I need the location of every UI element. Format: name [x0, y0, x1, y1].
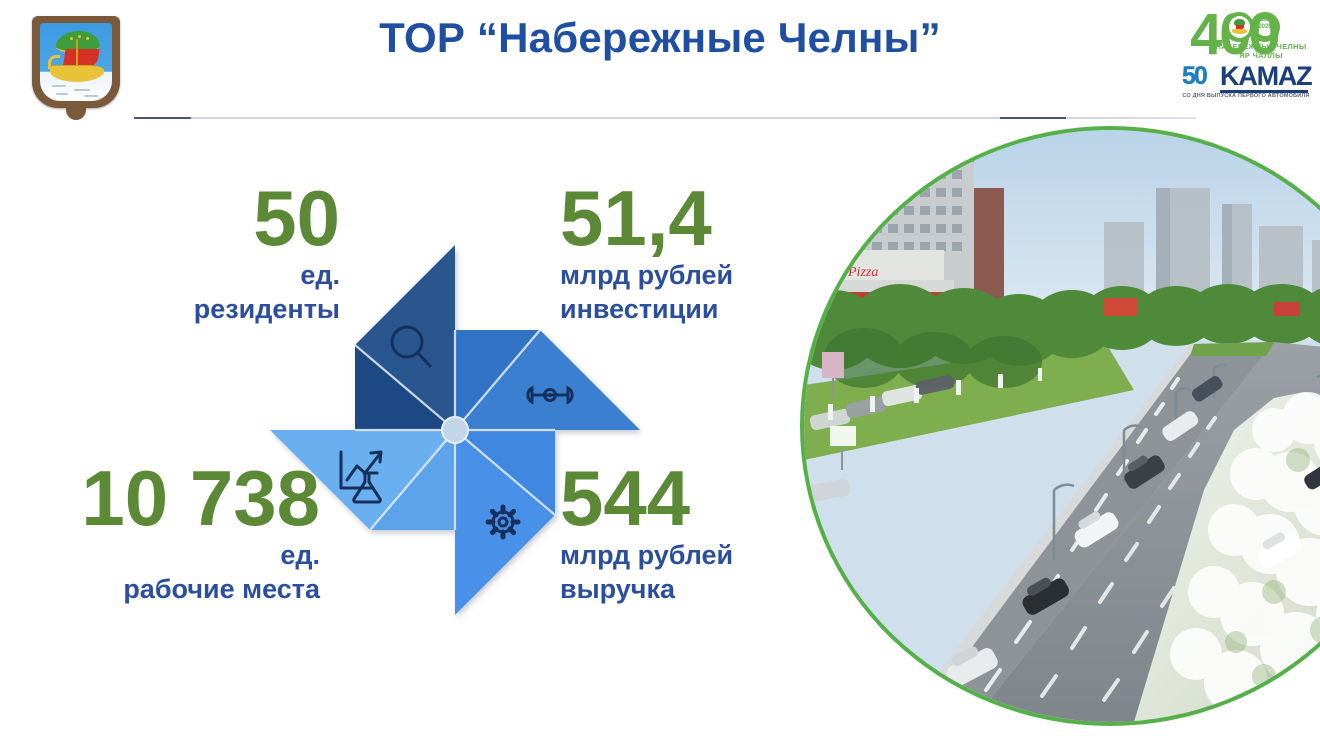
logo-city-name: НАБЕРЕЖНЫЕ ЧЕЛНЫ ЯР ЧАЛЛЫ [1212, 42, 1310, 60]
connector-icon [526, 385, 574, 405]
stat-revenue-label: выручка [560, 574, 676, 604]
stat-revenue-value: 544 [560, 454, 691, 542]
logo-city-line1: НАБЕРЕЖНЫЕ ЧЕЛНЫ [1215, 42, 1307, 51]
stat-investments-value: 51,4 [560, 174, 712, 262]
coat-of-arms-icon [26, 14, 126, 122]
stat-jobs-value: 10 738 [81, 454, 320, 542]
stat-jobs-unit: ед. [280, 540, 320, 570]
pinwheel-blade-bottom-left [270, 430, 455, 530]
pinwheel-fold-lines [354, 329, 556, 531]
stat-investments-label: инвестиции [560, 294, 719, 324]
kamaz-underline [1220, 90, 1308, 93]
gear-icon [485, 504, 521, 540]
city-photo: Pizza [800, 126, 1320, 726]
kamaz-wordmark: KAMAZ [1220, 61, 1313, 91]
anniversary-kamaz-logo: 400 1626 2026 НАБЕРЕЖНЫЕ ЧЕЛНЫ ЯР ЧАЛЛЫ … [1176, 2, 1313, 114]
logo-city-line2: ЯР ЧАЛЛЫ [1239, 51, 1283, 60]
pinwheel-graphic [255, 230, 655, 630]
stat-residents: 50 ед. резиденты [20, 178, 340, 326]
stat-investments-unit: млрд рублей [560, 260, 734, 290]
title-divider [134, 117, 1196, 119]
stat-revenue-unit: млрд рублей [560, 540, 734, 570]
stat-residents-value: 50 [253, 174, 340, 262]
kamaz-logo: 50 KAMAZ СО ДНЯ ВЫПУСКА ПЕРВОГО АВТОМОБИ… [1180, 61, 1313, 100]
kamaz-tagline: СО ДНЯ ВЫПУСКА ПЕРВОГО АВТОМОБИЛЯ [1182, 93, 1310, 99]
car-shape [946, 376, 1223, 687]
pinwheel-blade-top-left [355, 245, 455, 430]
pinwheel-blade-bottom-right [455, 430, 555, 615]
pinwheel-blade-top-right [455, 330, 640, 430]
stat-residents-unit: ед. [300, 260, 340, 290]
kamaz-anniversary-number: 50 [1182, 62, 1208, 90]
logo-zero-ring-right [1250, 12, 1280, 42]
page-title: ТОР “Набережные Челны” [379, 14, 941, 61]
slide-header: ТОР “Набережные Челны” 400 1626 2026 НАБ… [0, 0, 1320, 130]
stat-jobs: 10 738 ед. рабочие места [0, 458, 320, 606]
logo-400-mark: 400 1626 2026 [1182, 4, 1310, 66]
car-shape [1258, 460, 1320, 568]
pinwheel-hub [441, 416, 469, 444]
stat-revenue: 544 млрд рублей выручка [560, 458, 810, 606]
svg-text:Pizza: Pizza [847, 265, 878, 280]
magnifier-icon [390, 325, 432, 368]
logo-years: 1626 2026 [1258, 17, 1272, 30]
growth-flask-icon [339, 450, 383, 504]
stat-jobs-label: рабочие места [123, 574, 320, 604]
stat-investments: 51,4 млрд рублей инвестиции [560, 178, 810, 326]
title-divider-accent [1000, 117, 1066, 119]
logo-city-emblem-icon [1229, 16, 1250, 38]
stat-residents-label: резиденты [193, 294, 340, 324]
